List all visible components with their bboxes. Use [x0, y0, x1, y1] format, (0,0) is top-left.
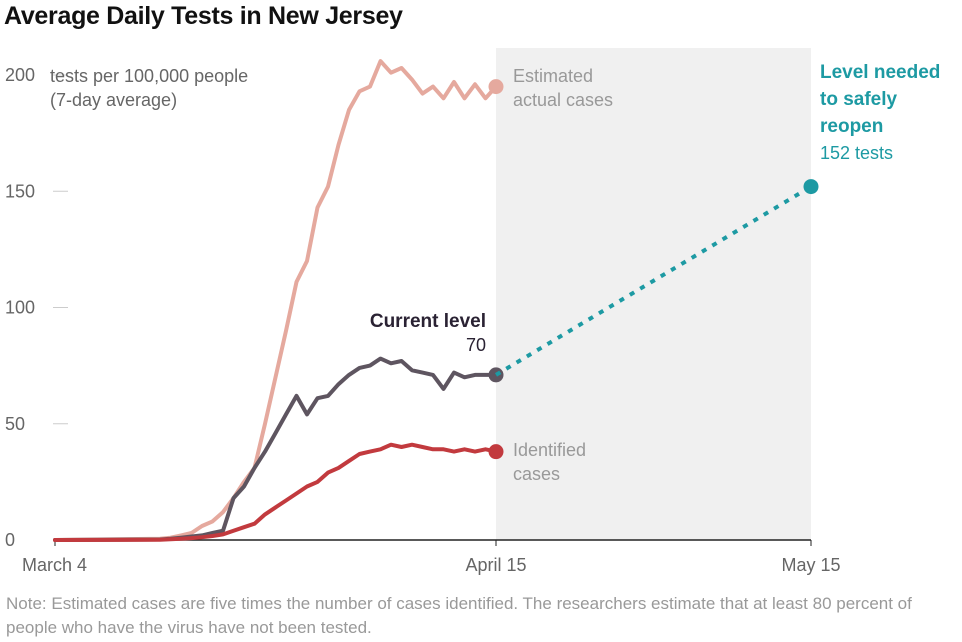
series-endpoint-estimated-actual-cases: [488, 79, 504, 95]
label-identified-cases: Identified: [513, 440, 586, 460]
series-endpoint-level-needed-to-safely-reopen: [803, 179, 819, 195]
y-axis-label: tests per 100,000 people: [50, 66, 248, 86]
y-axis-label: (7-day average): [50, 90, 177, 110]
label-reopen-level: reopen: [820, 116, 883, 137]
label-estimated-cases: actual cases: [513, 90, 613, 110]
label-identified-cases: cases: [513, 464, 560, 484]
series-line-identified-cases: [53, 442, 498, 542]
y-tick-label: 50: [5, 414, 25, 434]
line-chart: 0 50 100 150 200 March 4 April 15 May 15 tests p…: [5, 48, 940, 575]
label-current-value: 70: [466, 335, 486, 355]
series-line-current-level: [53, 356, 498, 542]
series-endpoint-identified-cases: [488, 444, 504, 460]
label-estimated-cases: Estimated: [513, 66, 593, 86]
label-reopen-level: to safely: [820, 89, 898, 110]
y-tick-label: 100: [5, 298, 35, 318]
x-tick-label: April 15: [465, 555, 526, 575]
label-reopen-level: Level needed: [820, 62, 940, 83]
y-tick-label: 0: [5, 530, 15, 550]
y-tick-label: 200: [5, 65, 35, 85]
chart-title: Average Daily Tests in New Jersey: [4, 2, 403, 30]
y-tick-label: 150: [5, 181, 35, 201]
x-tick-label: May 15: [781, 555, 840, 575]
label-current-level: Current level: [370, 311, 486, 332]
label-reopen-value: 152 tests: [820, 143, 893, 163]
series-endpoint-current-level: [488, 367, 504, 383]
series-line-estimated-actual-cases: [53, 59, 498, 542]
projection-shaded-region: [496, 48, 811, 540]
chart-note: Note: Estimated cases are five times the…: [6, 594, 912, 637]
x-tick-label: March 4: [22, 555, 87, 575]
series-line-level-needed-to-safely-reopen: [494, 184, 813, 377]
